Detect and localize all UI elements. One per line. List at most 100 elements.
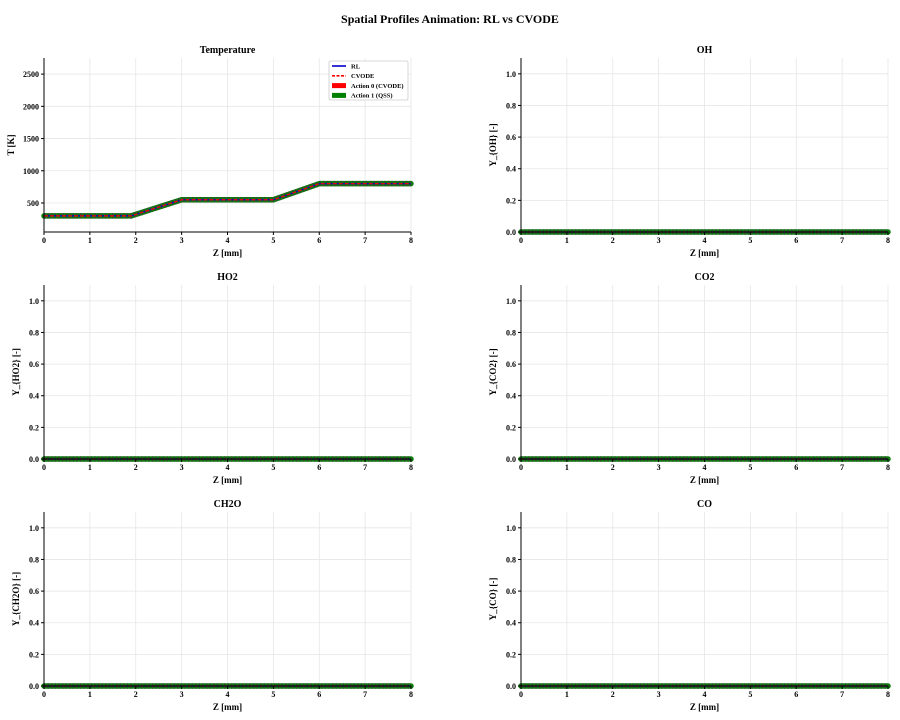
x-tick-label: 1 xyxy=(88,236,92,245)
x-tick-label: 8 xyxy=(409,463,413,472)
y-tick-label: 0.8 xyxy=(506,101,516,110)
x-tick-label: 6 xyxy=(317,463,321,472)
figure-title: Spatial Profiles Animation: RL vs CVODE xyxy=(341,12,559,26)
x-tick-label: 8 xyxy=(886,463,890,472)
y-tick-label: 0.0 xyxy=(506,682,516,691)
y-tick-label: 0.2 xyxy=(29,650,39,659)
x-tick-label: 0 xyxy=(519,690,523,699)
y-tick-label: 0.6 xyxy=(506,587,516,596)
x-tick-label: 1 xyxy=(88,690,92,699)
panel-co2: 0 1 2 3 4 5 6 7 8 0.0 0.2 0.4 0.6 0.8 1.0 CO2 Z [mm] Y_{C… xyxy=(488,272,891,485)
x-tick-label: 0 xyxy=(519,236,523,245)
x-tick-label: 5 xyxy=(748,690,752,699)
x-tick-label: 5 xyxy=(271,690,275,699)
x-axis-label: Z [mm] xyxy=(213,475,242,485)
x-tick-label: 7 xyxy=(840,236,844,245)
y-tick-label: 0.6 xyxy=(29,360,39,369)
x-axis-label: Z [mm] xyxy=(690,702,719,712)
y-tick-label: 0.2 xyxy=(506,196,516,205)
x-tick-label: 7 xyxy=(840,690,844,699)
x-tick-label: 6 xyxy=(317,236,321,245)
y-tick-label: 1.0 xyxy=(506,70,516,79)
x-axis-label: Z [mm] xyxy=(213,702,242,712)
y-tick-label: 0.4 xyxy=(506,619,516,628)
x-tick-label: 3 xyxy=(180,690,184,699)
y-axis-label: Y_{CO} [-] xyxy=(488,578,498,621)
y-tick-label: 0.0 xyxy=(29,682,39,691)
legend: RL CVODE Action 0 (CVODE) Action 1 (QSS) xyxy=(328,60,409,101)
x-tick-label: 5 xyxy=(271,463,275,472)
x-tick-label: 8 xyxy=(886,690,890,699)
y-tick-label: 0.0 xyxy=(506,228,516,237)
y-tick-label: 0.2 xyxy=(29,423,39,432)
x-axis-label: Z [mm] xyxy=(690,248,719,258)
x-tick-label: 4 xyxy=(703,236,707,245)
panel-title: CO2 xyxy=(695,272,715,283)
y-tick-label: 0.4 xyxy=(29,392,39,401)
y-tick-label: 1.0 xyxy=(29,297,39,306)
panel-title: Temperature xyxy=(200,45,256,56)
x-tick-label: 0 xyxy=(519,463,523,472)
x-tick-label: 1 xyxy=(565,463,569,472)
y-tick-label: 0.4 xyxy=(506,392,516,401)
y-tick-label: 0.8 xyxy=(506,555,516,564)
panel-title: CO xyxy=(697,499,712,510)
x-tick-label: 0 xyxy=(42,690,46,699)
x-tick-label: 7 xyxy=(363,463,367,472)
legend-swatch xyxy=(332,92,346,98)
panel-ch2o: 0 1 2 3 4 5 6 7 8 0.0 0.2 0.4 0.6 0.8 1.0 CH2O Z [mm] Y_{… xyxy=(11,499,414,712)
x-tick-label: 8 xyxy=(409,236,413,245)
panels: 0 1 2 3 4 5 6 7 85001000150020002500TemperatureZ… xyxy=(6,45,891,712)
x-tick-label: 1 xyxy=(565,690,569,699)
x-tick-label: 2 xyxy=(134,463,138,472)
x-tick-label: 5 xyxy=(271,236,275,245)
y-tick-label: 0.4 xyxy=(29,619,39,628)
x-tick-label: 7 xyxy=(363,236,367,245)
y-tick-label: 0.6 xyxy=(506,133,516,142)
y-tick-label: 0.0 xyxy=(506,455,516,464)
x-tick-label: 2 xyxy=(134,690,138,699)
y-tick-label: 0.2 xyxy=(506,423,516,432)
y-tick-label: 1.0 xyxy=(506,524,516,533)
x-tick-label: 2 xyxy=(134,236,138,245)
legend-label: RL xyxy=(351,63,361,70)
y-tick-label: 2000 xyxy=(23,102,39,111)
y-tick-label: 0.6 xyxy=(506,360,516,369)
panel-title: CH2O xyxy=(214,499,242,510)
panel-co: 0 1 2 3 4 5 6 7 8 0.0 0.2 0.4 0.6 0.8 1.0 CO Z [mm] Y_{CO… xyxy=(488,499,891,712)
x-tick-label: 4 xyxy=(226,690,230,699)
x-tick-label: 8 xyxy=(886,236,890,245)
x-tick-label: 2 xyxy=(611,463,615,472)
legend-label: Action 0 (CVODE) xyxy=(351,83,404,90)
y-tick-label: 500 xyxy=(27,199,39,208)
y-tick-label: 1000 xyxy=(23,167,39,176)
y-axis-label: T [K] xyxy=(6,134,16,155)
legend-label: CVODE xyxy=(351,73,374,80)
x-axis-label: Z [mm] xyxy=(690,475,719,485)
x-tick-label: 6 xyxy=(794,463,798,472)
x-tick-label: 5 xyxy=(748,236,752,245)
x-tick-label: 4 xyxy=(226,463,230,472)
y-tick-label: 0.0 xyxy=(29,455,39,464)
y-tick-label: 1500 xyxy=(23,135,39,144)
series-cvode-line xyxy=(44,183,411,217)
y-tick-label: 0.8 xyxy=(29,328,39,337)
x-axis-label: Z [mm] xyxy=(213,248,242,258)
panel-title: HO2 xyxy=(217,272,238,283)
y-tick-label: 2500 xyxy=(23,70,39,79)
y-tick-label: 0.8 xyxy=(29,555,39,564)
y-tick-label: 1.0 xyxy=(506,297,516,306)
x-tick-label: 6 xyxy=(794,236,798,245)
x-tick-label: 3 xyxy=(657,236,661,245)
x-tick-label: 2 xyxy=(611,236,615,245)
y-axis-label: Y_{HO2} [-] xyxy=(11,348,21,396)
x-tick-label: 0 xyxy=(42,463,46,472)
x-tick-label: 5 xyxy=(748,463,752,472)
x-tick-label: 3 xyxy=(180,236,184,245)
panel-ho2: 0 1 2 3 4 5 6 7 8 0.0 0.2 0.4 0.6 0.8 1.0 HO2 Z [mm] Y_{H… xyxy=(11,272,414,485)
x-tick-label: 1 xyxy=(88,463,92,472)
x-tick-label: 1 xyxy=(565,236,569,245)
legend-swatch xyxy=(332,83,346,89)
x-tick-label: 7 xyxy=(363,690,367,699)
